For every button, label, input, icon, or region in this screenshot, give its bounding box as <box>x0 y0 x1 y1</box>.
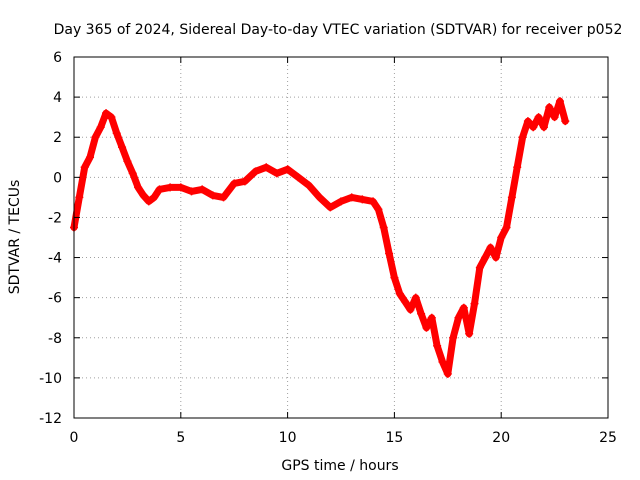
data-point-marker <box>107 113 116 122</box>
data-point-marker <box>315 193 324 202</box>
data-point-marker <box>144 197 153 206</box>
series-trace <box>70 97 569 378</box>
data-point-marker <box>155 185 164 194</box>
data-point-marker <box>358 195 367 204</box>
axis-ticks: 0 5 10 15 20 25 -12 -10 -8 -6 -4 -2 0 2 4 6 <box>39 50 617 446</box>
data-point-marker <box>347 193 356 202</box>
data-point-marker <box>369 197 378 206</box>
data-point-marker <box>326 203 335 212</box>
data-point-marker <box>294 173 303 182</box>
data-point-marker <box>449 333 458 342</box>
data-point-marker <box>219 193 228 202</box>
data-point-marker <box>128 169 137 178</box>
data-point-marker <box>240 177 249 186</box>
data-point-marker <box>422 323 431 332</box>
data-point-marker <box>481 253 490 262</box>
data-point-marker <box>80 163 89 172</box>
data-point-marker <box>406 305 415 314</box>
data-point-marker <box>187 187 196 196</box>
data-point-marker <box>134 183 143 192</box>
data-point-marker <box>198 185 207 194</box>
data-point-marker <box>438 357 447 366</box>
data-point-marker <box>459 303 468 312</box>
data-point-marker <box>470 299 479 308</box>
data-point-marker <box>539 123 548 132</box>
data-point-marker <box>96 123 105 132</box>
data-point-marker <box>390 273 399 282</box>
data-point-marker <box>91 133 100 142</box>
data-point-marker <box>518 133 527 142</box>
data-point-marker <box>118 143 127 152</box>
data-point-marker <box>272 169 281 178</box>
data-point-marker <box>486 243 495 252</box>
data-point-marker <box>385 249 394 258</box>
data-point-marker <box>454 313 463 322</box>
y-axis-label: SDTVAR / TECUs <box>7 180 23 295</box>
y-tick-label: 6 <box>53 50 62 66</box>
data-point-marker <box>427 313 436 322</box>
data-point-marker <box>304 181 313 190</box>
y-tick-label: -4 <box>48 251 62 267</box>
data-point-marker <box>337 197 345 206</box>
data-point-marker <box>251 167 260 176</box>
data-point-marker <box>102 109 111 118</box>
data-point-marker <box>75 193 84 202</box>
grid-lines <box>74 57 608 418</box>
data-point-marker <box>230 179 239 188</box>
x-tick-label: 0 <box>70 430 79 446</box>
data-point-marker <box>507 193 516 202</box>
data-point-marker <box>262 163 271 172</box>
data-point-marker <box>139 191 148 200</box>
data-point-marker <box>502 223 511 232</box>
x-tick-label: 10 <box>279 430 297 446</box>
data-point-marker <box>395 289 404 298</box>
x-tick-label: 25 <box>599 430 617 446</box>
y-tick-label: 4 <box>53 90 62 106</box>
data-point-marker <box>497 233 506 242</box>
data-point-marker <box>443 369 452 378</box>
x-tick-label: 20 <box>492 430 510 446</box>
data-point-marker <box>417 309 426 318</box>
data-point-marker <box>379 223 388 232</box>
data-point-marker <box>123 157 132 166</box>
data-point-marker <box>374 205 383 214</box>
x-tick-label: 15 <box>385 430 403 446</box>
y-tick-label: 0 <box>53 170 62 186</box>
x-axis-label: GPS time / hours <box>281 458 398 474</box>
data-point-marker <box>513 163 522 172</box>
data-point-marker <box>550 113 559 122</box>
chart-title: Day 365 of 2024, Sidereal Day-to-day VTE… <box>54 22 623 38</box>
y-tick-label: -10 <box>39 371 62 387</box>
data-point-marker <box>150 193 159 202</box>
y-tick-label: -12 <box>39 411 62 427</box>
data-point-marker <box>433 341 442 350</box>
data-point-marker <box>561 117 570 126</box>
data-series <box>70 97 570 378</box>
data-point-marker <box>176 183 185 192</box>
y-tick-label: -2 <box>48 210 62 226</box>
data-point-marker <box>166 183 175 192</box>
data-point-marker <box>555 97 564 106</box>
y-tick-label: -6 <box>48 291 62 307</box>
data-point-marker <box>475 263 484 272</box>
data-point-marker <box>529 123 538 132</box>
data-point-marker <box>411 293 420 302</box>
data-point-marker <box>523 117 532 126</box>
data-point-marker <box>401 297 410 306</box>
x-tick-label: 5 <box>176 430 185 446</box>
data-point-marker <box>112 129 121 138</box>
data-point-marker <box>208 191 217 200</box>
data-point-marker <box>465 329 474 338</box>
data-point-marker <box>86 153 95 162</box>
data-point-marker <box>491 253 500 262</box>
data-point-marker <box>534 113 543 122</box>
data-point-marker <box>545 103 554 112</box>
y-tick-label: 2 <box>53 130 62 146</box>
plot-frame <box>73 56 609 419</box>
data-point-marker <box>283 165 292 174</box>
y-tick-label: -8 <box>48 331 62 347</box>
